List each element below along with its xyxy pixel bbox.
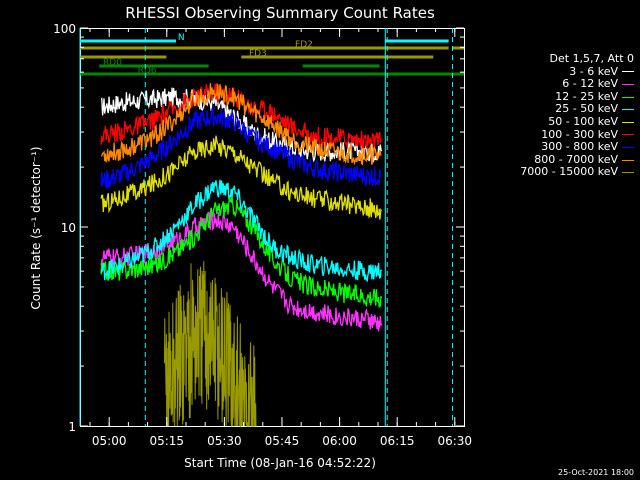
flag-label-fd2: FD2 — [295, 40, 313, 50]
legend-item-label: 3 - 6 keV — [569, 64, 618, 78]
plot-frame — [80, 28, 465, 427]
footer-date: 25-Oct-2021 18:00 — [558, 468, 634, 477]
x-tick-label: 06:30 — [437, 434, 472, 448]
series-group — [100, 83, 383, 428]
x-tick-label: 05:45 — [265, 434, 300, 448]
legend-swatch — [622, 109, 634, 111]
legend-item: 50 - 100 keV — [484, 114, 634, 129]
legend-item-label: 300 - 800 keV — [541, 140, 618, 154]
legend-swatch — [622, 134, 634, 136]
series-line-3 — [100, 179, 383, 283]
y-axis-label: Count Rate (s⁻¹ detector⁻¹) — [29, 146, 43, 309]
legend-swatch — [622, 71, 634, 73]
x-tick-label: 05:00 — [92, 434, 127, 448]
legend-item: 12 - 25 keV — [484, 89, 634, 104]
y-tick-label: 1 — [68, 420, 76, 434]
legend-item-label: 800 - 7000 keV — [534, 152, 618, 166]
legend-swatch — [622, 146, 634, 148]
x-axis-label: Start Time (08-Jan-16 04:52:22) — [184, 456, 376, 470]
x-tick-label: 06:15 — [380, 434, 415, 448]
legend-swatch — [622, 83, 634, 85]
series-line-2 — [100, 195, 383, 308]
legend-item: 6 - 12 keV — [484, 78, 634, 91]
series-line-8 — [164, 261, 257, 428]
legend-item: 300 - 800 keV — [484, 141, 634, 154]
series-line-6 — [100, 104, 382, 189]
legend-item: 800 - 7000 keV — [484, 152, 634, 167]
legend-item-label: 25 - 50 keV — [555, 102, 618, 116]
legend-item-label: 12 - 25 keV — [555, 89, 618, 103]
legend-rows: 3 - 6 keV 6 - 12 keV 12 - 25 keV 25 - 50 ke… — [484, 64, 634, 179]
x-tick-label: 05:15 — [149, 434, 184, 448]
legend-item-label: 100 - 300 keV — [541, 127, 618, 141]
flag-label-fd3: FD3 — [249, 49, 267, 59]
legend-item: 100 - 300 keV — [484, 127, 634, 142]
legend-item: 7000 - 15000 keV — [484, 166, 634, 179]
axes-group: 1 10 100 05:00 05:15 05:30 05:45 06:00 06:15 06:3… — [53, 22, 472, 448]
flag-label-rd6: RD6 — [138, 66, 157, 76]
flag-label-n: N — [178, 33, 185, 43]
legend-item-label: 50 - 100 keV — [548, 114, 618, 128]
y-tick-label: 10 — [61, 221, 76, 235]
series-line-1 — [100, 210, 383, 332]
legend-swatch — [622, 172, 634, 174]
legend-swatch — [622, 159, 634, 161]
series-line-4 — [100, 135, 382, 220]
flag-label-rd0: RD0 — [103, 58, 122, 68]
flags-group: N FD2 FD3 RD0 RD6 — [80, 33, 464, 76]
legend: Det 1,5,7, Att 0 3 - 6 keV 6 - 12 keV 12 -… — [484, 52, 634, 179]
series-line-7 — [101, 83, 382, 166]
x-tick-label: 05:30 — [207, 434, 242, 448]
legend-swatch — [622, 96, 634, 98]
markers-group — [79, 28, 453, 426]
legend-item-label: 7000 - 15000 keV — [520, 165, 618, 179]
chart-title: RHESSI Observing Summary Count Rates — [125, 4, 435, 22]
legend-item: 25 - 50 keV — [484, 103, 634, 116]
legend-item-label: 6 - 12 keV — [562, 77, 618, 91]
x-tick-label: 06:00 — [322, 434, 357, 448]
y-tick-label: 100 — [53, 22, 76, 36]
legend-item: 3 - 6 keV — [484, 64, 634, 79]
legend-title: Det 1,5,7, Att 0 — [549, 52, 634, 65]
legend-swatch — [622, 121, 634, 123]
